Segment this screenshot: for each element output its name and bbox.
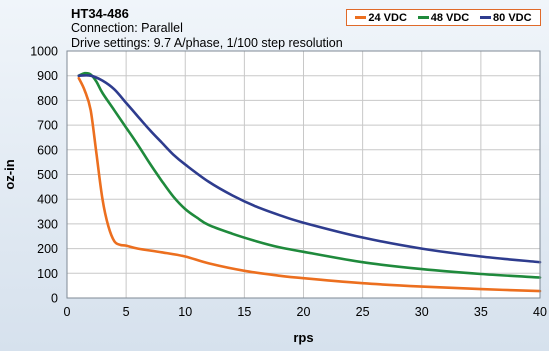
y-tick-label: 400 (37, 193, 58, 207)
y-tick-label: 500 (37, 168, 58, 182)
x-tick-label: 30 (415, 305, 429, 319)
legend-label: 80 VDC (493, 11, 532, 24)
y-tick-label: 0 (51, 292, 58, 306)
x-tick-label: 15 (237, 305, 251, 319)
y-tick-label: 100 (37, 267, 58, 281)
x-tick-label: 25 (356, 305, 370, 319)
y-tick-label: 1000 (30, 45, 58, 59)
x-tick-label: 5 (123, 305, 130, 319)
tick-labels: 0 100 200 300 400 500 600 700 800 900 1000 0 5 10 15 20… (30, 45, 547, 320)
series-lines (77, 71, 542, 293)
series-line-80-vdc (77, 74, 542, 264)
x-tick-label: 20 (297, 305, 311, 319)
y-tick-label: 600 (37, 143, 58, 157)
y-tick-label: 200 (37, 242, 58, 256)
legend-entry: 48 VDC (417, 11, 470, 24)
drive-settings-label: Drive settings: 9.7 A/phase, 1/100 step … (71, 36, 343, 50)
x-axis-title: rps (293, 330, 313, 345)
chart-title: HT34-486 (71, 6, 129, 21)
series-line-24-vdc (77, 76, 542, 293)
legend-swatch (355, 16, 367, 19)
x-tick-label: 35 (474, 305, 488, 319)
legend-label: 48 VDC (430, 11, 470, 24)
chart-legend: 24 VDC 48 VDC 80 VDC (346, 9, 541, 26)
y-tick-label: 900 (37, 69, 58, 83)
plot-frame (66, 50, 541, 299)
legend-entry: 80 VDC (480, 12, 532, 24)
x-tick-label: 10 (178, 305, 192, 319)
y-axis-title: oz-in (2, 159, 17, 189)
x-tick-label: 40 (533, 305, 547, 319)
connection-label: Connection: Parallel (71, 21, 183, 35)
series-line-48-vdc (77, 71, 542, 279)
chart-header: HT34-486 Connection: Parallel Drive sett… (71, 6, 343, 51)
legend-swatch (480, 16, 492, 19)
y-tick-label: 700 (37, 119, 58, 133)
y-tick-label: 300 (37, 217, 58, 231)
legend-entry: 24 VDC (355, 12, 407, 24)
y-tick-label: 800 (37, 94, 58, 108)
legend-swatch (417, 16, 429, 19)
x-tick-label: 0 (64, 305, 71, 319)
legend-label: 24 VDC (368, 11, 407, 24)
